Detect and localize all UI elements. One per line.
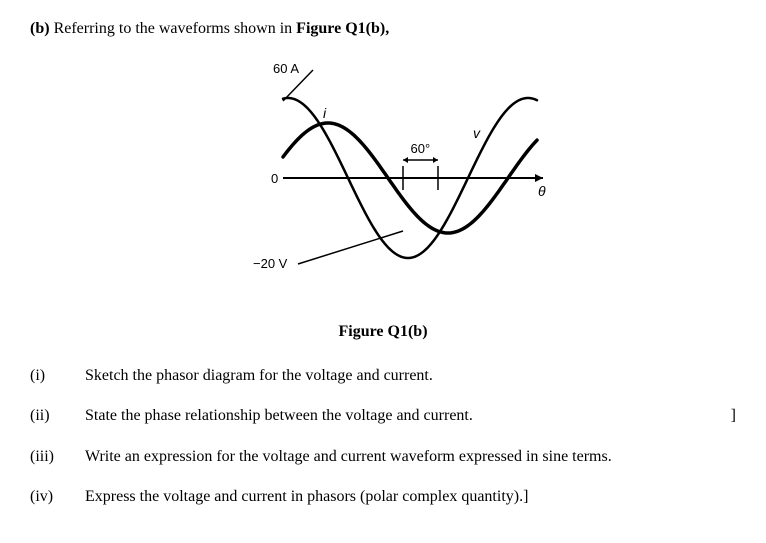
- item-number: (i): [30, 361, 85, 391]
- item-iii: (iii) Write an expression for the voltag…: [30, 442, 736, 472]
- svg-text:60 A: 60 A: [273, 61, 299, 76]
- intro-figure-ref: Figure Q1(b),: [296, 20, 389, 37]
- item-iv: (iv) Express the voltage and current in …: [30, 482, 736, 512]
- item-number: (iii): [30, 442, 85, 472]
- item-i: (i) Sketch the phasor diagram for the vo…: [30, 361, 736, 391]
- item-body: Express the voltage and current in phaso…: [85, 482, 736, 512]
- item-body: State the phase relationship between the…: [85, 401, 736, 431]
- part-label: (b): [30, 20, 50, 37]
- question-intro: (b) Referring to the waveforms shown in …: [30, 20, 736, 38]
- question-items: (i) Sketch the phasor diagram for the vo…: [30, 361, 736, 513]
- svg-text:θ: θ: [538, 183, 546, 199]
- svg-text:60°: 60°: [411, 141, 431, 156]
- svg-text:0: 0: [271, 171, 278, 186]
- item-number: (iv): [30, 482, 85, 512]
- item-body: Write an expression for the voltage and …: [85, 442, 736, 472]
- figure-caption: Figure Q1(b): [30, 323, 736, 341]
- svg-text:v: v: [473, 125, 481, 141]
- item-body: Sketch the phasor diagram for the voltag…: [85, 361, 736, 391]
- figure-block: 0 60 A −20 V i v 60° θ Figure Q1(b): [30, 48, 736, 341]
- waveform-figure: 0 60 A −20 V i v 60° θ: [213, 48, 553, 308]
- svg-text:i: i: [323, 105, 327, 121]
- item-ii: (ii) State the phase relationship betwee…: [30, 401, 736, 431]
- svg-text:−20 V: −20 V: [253, 256, 288, 271]
- item-number: (ii): [30, 401, 85, 431]
- intro-text-pre: Referring to the waveforms shown in: [54, 20, 297, 37]
